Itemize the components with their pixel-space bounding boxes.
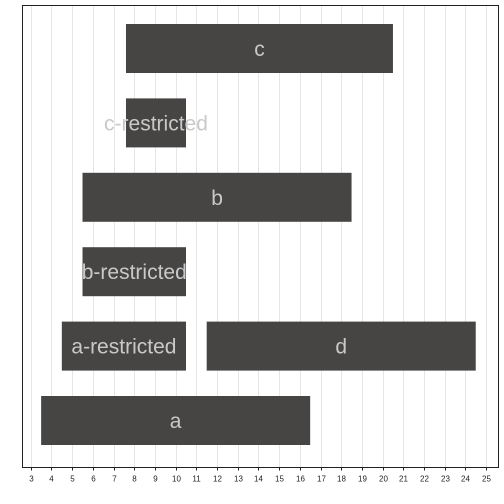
x-tick-label-13: 13 xyxy=(234,475,243,484)
x-tick-label-19: 19 xyxy=(358,475,367,484)
bar-a xyxy=(41,396,311,445)
x-tick-label-11: 11 xyxy=(192,475,201,484)
x-tick-label-21: 21 xyxy=(399,475,408,484)
x-tick-label-17: 17 xyxy=(317,475,326,484)
bar-label-a-restricted: a-restricted xyxy=(71,336,176,359)
bar-label-d: d xyxy=(335,336,347,359)
bar-label-b-restricted: b-restricted xyxy=(82,261,187,284)
x-tick-label-8: 8 xyxy=(132,475,137,484)
bar-c-restricted xyxy=(125,98,186,148)
x-tick-label-23: 23 xyxy=(441,475,450,484)
x-tick-label-22: 22 xyxy=(420,475,429,484)
bar-label-b: b xyxy=(211,187,223,210)
bar-a-restricted xyxy=(61,321,186,371)
x-tick-label-6: 6 xyxy=(91,475,96,484)
x-tick-label-25: 25 xyxy=(482,475,491,484)
bar-b xyxy=(82,172,352,222)
x-tick-label-10: 10 xyxy=(172,475,181,484)
x-tick-label-18: 18 xyxy=(337,475,346,484)
x-tick-label-24: 24 xyxy=(461,475,470,484)
bar-c xyxy=(125,24,393,73)
x-tick-label-5: 5 xyxy=(70,475,75,484)
bar-label-c-restricted: c-restricted xyxy=(104,112,208,135)
x-tick-label-15: 15 xyxy=(275,475,284,484)
bar-b-restricted xyxy=(82,247,186,297)
x-tick-label-4: 4 xyxy=(49,475,54,484)
x-tick-label-9: 9 xyxy=(153,475,158,484)
x-tick-label-3: 3 xyxy=(29,475,34,484)
x-tick-label-14: 14 xyxy=(254,475,263,484)
bar-label-a: a xyxy=(170,410,182,433)
bar-d xyxy=(206,321,476,371)
x-tick-label-7: 7 xyxy=(112,475,117,484)
grid-lines xyxy=(31,5,487,468)
x-tick-label-12: 12 xyxy=(213,475,222,484)
bars: c c-restricted b b-restricted a-restricted d a xyxy=(41,24,476,445)
x-tick-label-20: 20 xyxy=(379,475,388,484)
bar-label-c: c xyxy=(254,38,265,61)
x-tick-label-16: 16 xyxy=(296,475,305,484)
x-axis: 3 4 5 6 7 8 9 10 11 12 13 14 15 16 17 18 19 20 21 22 23 24 25 xyxy=(29,467,491,484)
plot-frame xyxy=(22,5,499,468)
